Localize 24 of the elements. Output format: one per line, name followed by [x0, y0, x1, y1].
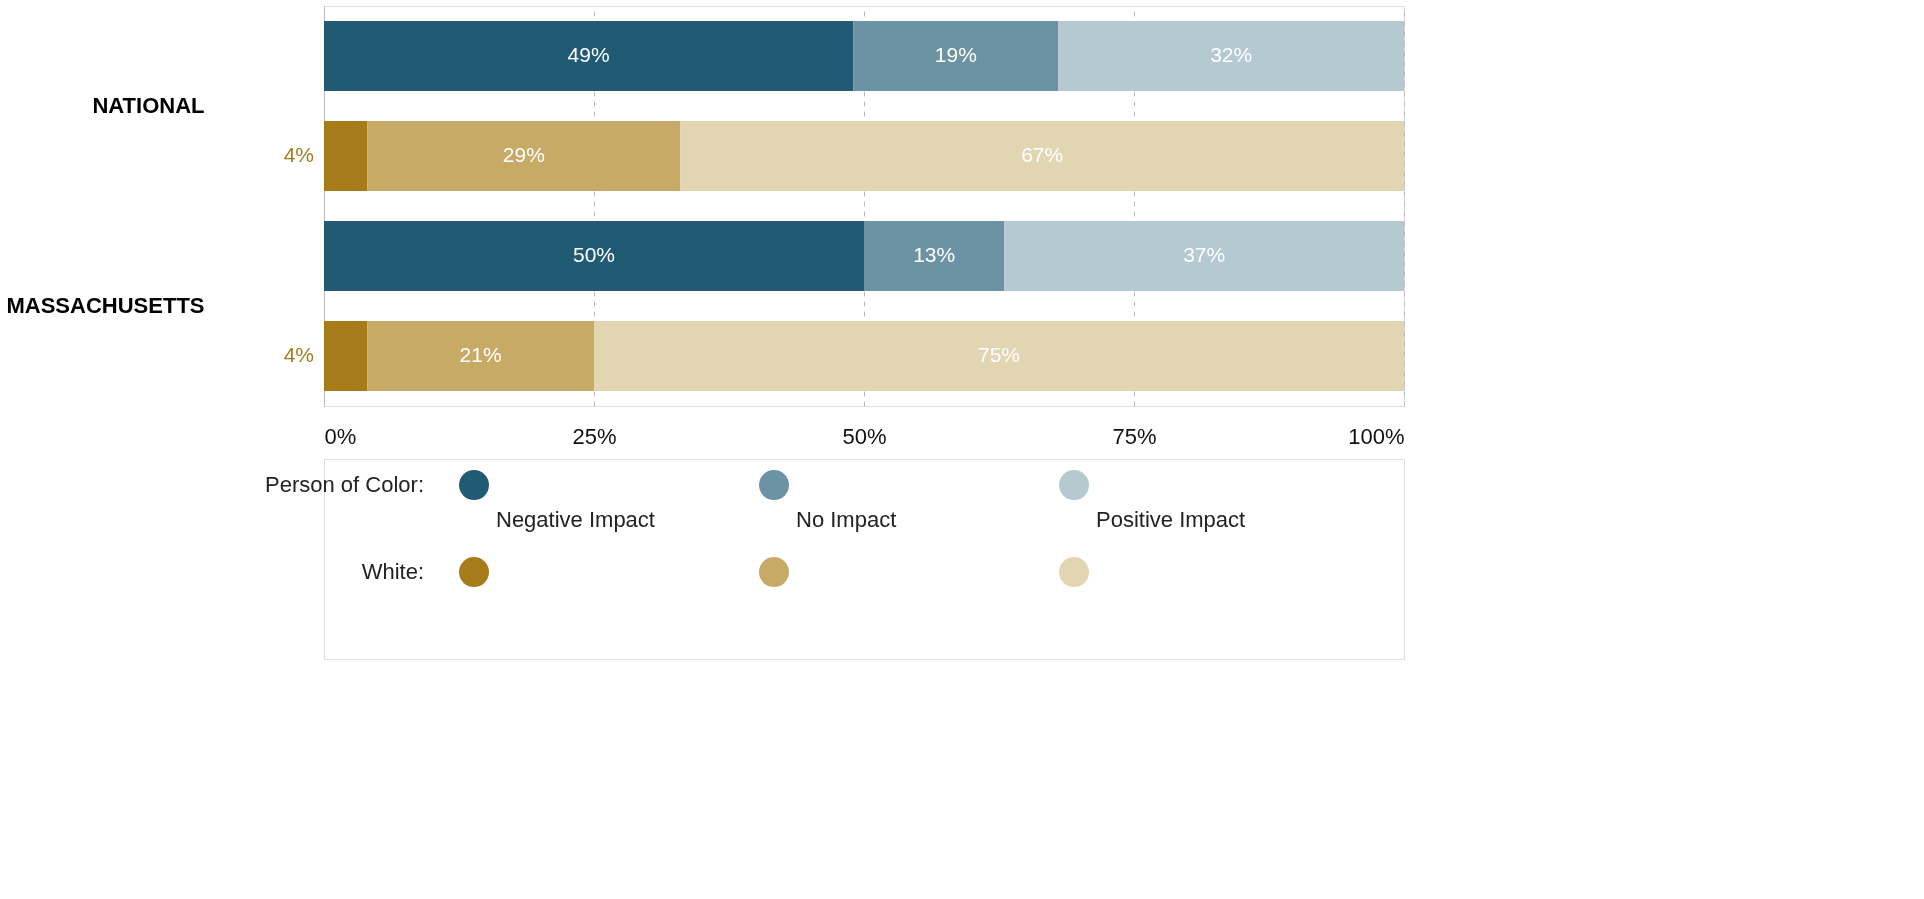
data-label: 21%	[459, 343, 502, 366]
x-tick-label: 50%	[842, 423, 887, 449]
y-tick-label: NATIONAL	[92, 93, 205, 118]
data-label: 4%	[283, 143, 314, 166]
data-label: 37%	[1183, 243, 1226, 266]
data-label: 49%	[567, 43, 610, 66]
data-label: 13%	[913, 243, 956, 266]
data-label: 75%	[977, 343, 1021, 366]
x-tick-label: 25%	[572, 423, 617, 449]
x-tick-label: 0%	[324, 423, 357, 449]
data-label: 67%	[1021, 143, 1064, 166]
data-label: 32%	[1210, 43, 1253, 66]
y-tick-label: MASSACHUSETTS	[6, 293, 205, 318]
data-label: 19%	[934, 43, 977, 66]
legend-label: Positive Impact	[1096, 506, 1246, 532]
text: Person of Color:	[265, 472, 424, 498]
legend-label: Negative Impact	[496, 506, 655, 532]
data-label: 50%	[572, 243, 616, 266]
legend-label: No Impact	[796, 506, 897, 532]
x-tick-label: 75%	[1112, 423, 1157, 449]
data-label: 29%	[502, 143, 545, 166]
x-tick-label: 100%	[1348, 423, 1405, 449]
text: White:	[361, 559, 424, 585]
data-label: 4%	[283, 343, 314, 366]
